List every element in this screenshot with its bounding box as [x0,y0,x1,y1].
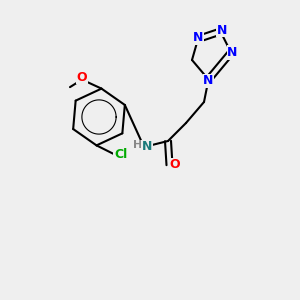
Text: H: H [133,140,142,151]
Text: N: N [203,74,214,88]
Text: O: O [169,158,180,172]
Text: N: N [193,31,203,44]
Text: N: N [227,46,238,59]
Text: Cl: Cl [114,148,127,161]
Text: N: N [142,140,152,154]
Text: O: O [77,71,87,84]
Text: N: N [217,23,227,37]
